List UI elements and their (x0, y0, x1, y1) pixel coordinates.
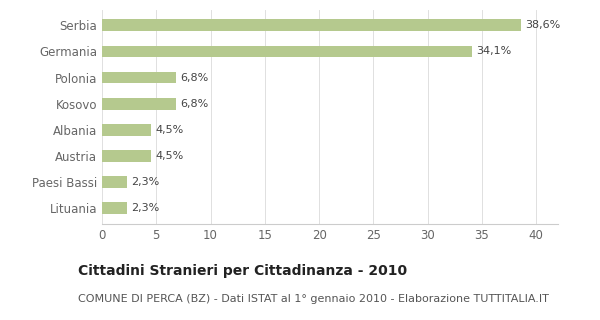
Text: 4,5%: 4,5% (155, 151, 184, 161)
Text: 2,3%: 2,3% (131, 177, 160, 187)
Bar (102, 98, 176, 110)
Text: 4,5%: 4,5% (155, 125, 184, 135)
Text: 38,6%: 38,6% (526, 20, 560, 30)
Text: Cittadini Stranieri per Cittadinanza - 2010: Cittadini Stranieri per Cittadinanza - 2… (78, 264, 407, 278)
Bar (102, 124, 151, 136)
Bar (102, 72, 176, 84)
Text: COMUNE DI PERCA (BZ) - Dati ISTAT al 1° gennaio 2010 - Elaborazione TUTTITALIA.I: COMUNE DI PERCA (BZ) - Dati ISTAT al 1° … (78, 294, 549, 304)
Text: 34,1%: 34,1% (476, 46, 512, 56)
Text: 2,3%: 2,3% (131, 204, 160, 213)
Bar (102, 150, 151, 162)
Bar (102, 176, 127, 188)
Text: 6,8%: 6,8% (180, 73, 208, 83)
Bar (102, 19, 521, 31)
Bar (102, 45, 472, 57)
Bar (102, 203, 127, 214)
Text: 6,8%: 6,8% (180, 99, 208, 109)
